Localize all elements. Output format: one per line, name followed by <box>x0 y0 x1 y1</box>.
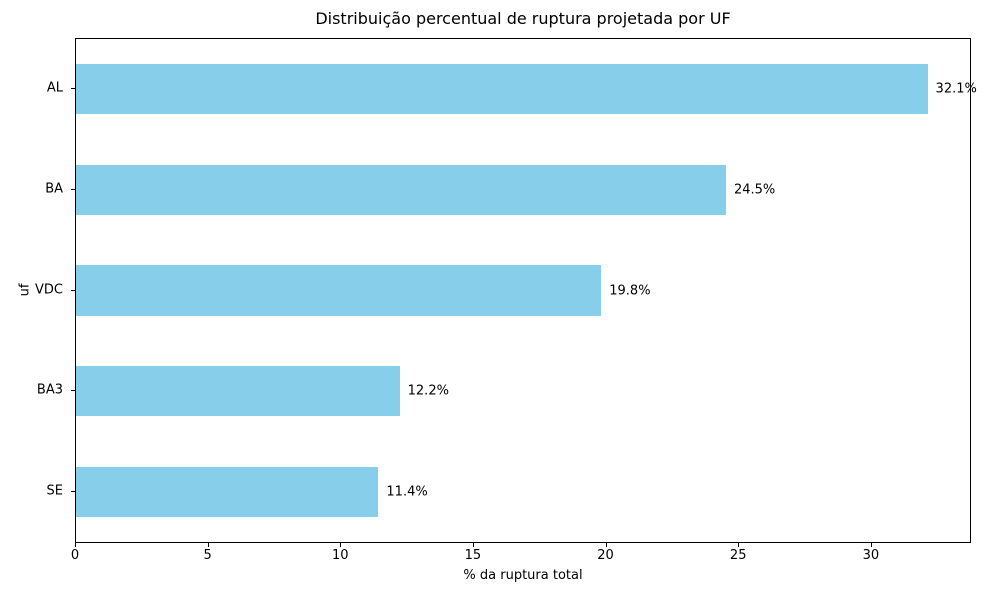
x-axis-tick-zone: 0 5 10 15 20 25 30 <box>71 543 971 569</box>
x-tick-mark <box>870 543 872 547</box>
y-tick-label-vdc: VDC <box>35 282 63 297</box>
bar-value-label-vdc: 19.8% <box>609 283 651 298</box>
bar-value-label-ba: 24.5% <box>733 182 776 198</box>
bar-ba3 <box>76 365 400 417</box>
x-tick-mark <box>738 543 740 547</box>
x-tick-mark <box>207 543 209 547</box>
y-tick-mark <box>71 490 75 492</box>
y-tick-label-al: AL <box>46 80 63 96</box>
bar-value-label-se: 11.4% <box>386 484 428 500</box>
x-tick-mark <box>75 543 76 547</box>
x-tick-mark <box>605 543 607 547</box>
plot-area: 32.1% 24.5% 19.8% 12.2% 11.4% <box>75 38 977 543</box>
bar-value-label-al: 32.1% <box>935 81 977 97</box>
y-tick-label-ba: BA <box>45 181 63 197</box>
x-tick-mark <box>472 543 474 547</box>
x-tick-label-30: 30 <box>862 548 880 563</box>
y-tick-label-ba3: BA3 <box>36 382 63 398</box>
x-tick-label-15: 15 <box>464 548 482 563</box>
y-tick-mark <box>71 88 75 90</box>
x-tick-mark <box>340 543 342 547</box>
y-tick-mark <box>71 289 75 291</box>
bar-se <box>76 466 379 517</box>
bar-al <box>76 64 928 115</box>
y-tick-mark <box>71 188 75 190</box>
x-axis-title: % da ruptura total <box>463 568 583 583</box>
y-tick-mark <box>71 390 75 392</box>
x-tick-label-25: 25 <box>729 548 747 563</box>
x-tick-label-5: 5 <box>203 548 212 563</box>
x-tick-label-0: 0 <box>70 548 80 563</box>
y-axis-title: uf <box>17 283 33 297</box>
bar-ba <box>76 164 726 216</box>
chart-title: Distribuição percentual de ruptura proje… <box>315 9 731 28</box>
y-tick-label-se: SE <box>46 483 63 499</box>
y-axis-tick-zone: AL BA VDC BA3 SE <box>0 38 75 543</box>
bar-vdc <box>76 265 602 316</box>
x-tick-label-10: 10 <box>332 548 349 563</box>
x-tick-label-20: 20 <box>597 548 614 563</box>
bar-value-label-ba3: 12.2% <box>407 383 449 399</box>
